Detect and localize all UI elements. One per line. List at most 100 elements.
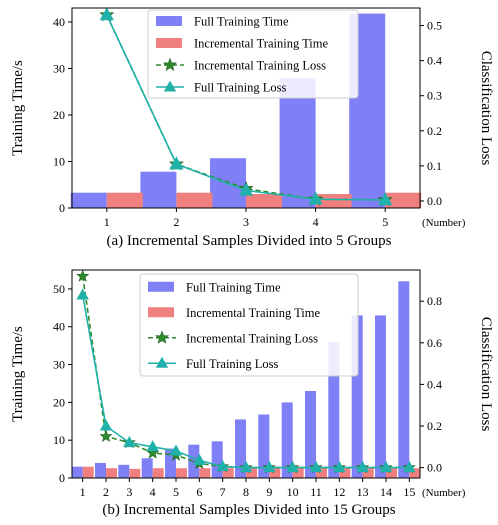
point [169, 156, 184, 170]
legend-entry: Full Training Loss [148, 356, 279, 371]
legend-label: Incremental Training Time [194, 37, 328, 51]
series-incremental-training-time-bars [82, 466, 421, 478]
y2-tick-label: 0.4 [427, 377, 442, 391]
y2-axis-label: Classification Loss [478, 317, 494, 432]
legend-swatch [148, 281, 174, 292]
chart-a: 0 10 20 30 40 0.0 0.1 0.2 0.3 0.4 0.5 1 2 3 4 5 (Number)… [10, 7, 494, 249]
point [99, 419, 113, 431]
legend-label: Incremental Training Loss [194, 59, 326, 73]
x-tick-label: 15 [403, 485, 415, 499]
legend-marker [155, 356, 169, 368]
point [216, 459, 229, 472]
point [403, 460, 416, 473]
y2-tick-label: 0.0 [427, 461, 442, 475]
bar [339, 468, 351, 478]
legend-entry: Incremental Training Loss [148, 330, 318, 345]
x-tick-label: 3 [243, 215, 249, 229]
legend-swatch [148, 307, 174, 318]
legend-box [147, 9, 359, 99]
x-tick-label: 4 [150, 485, 156, 499]
point [76, 269, 90, 282]
bar [71, 466, 83, 478]
legend-swatch [156, 38, 182, 48]
bar [258, 414, 270, 478]
y-tick-label: 50 [53, 282, 65, 296]
bar [211, 441, 223, 478]
legend-box [139, 273, 359, 377]
bar [316, 468, 327, 478]
bar [362, 468, 374, 478]
series-incremental-training-time-bars [106, 192, 422, 208]
y-tick-label: 30 [53, 61, 65, 75]
bar [140, 171, 177, 208]
bar [222, 468, 234, 478]
point [308, 191, 323, 205]
series-full-training-time-bars [70, 13, 386, 208]
bar [199, 468, 211, 478]
y-tick-label: 30 [53, 358, 65, 372]
bar [279, 77, 316, 208]
bar [385, 192, 422, 208]
y2-tick-label: 0.3 [427, 89, 442, 103]
bar [398, 281, 410, 478]
chart-caption: (b) Incremental Samples Divided into 15 … [102, 502, 395, 518]
y2-tick-label: 0.4 [427, 54, 442, 68]
legend-marker [163, 57, 177, 71]
bar [106, 468, 117, 478]
point [356, 460, 369, 473]
legend: Full Training Time Incremental Training T… [147, 9, 359, 99]
y-tick-label: 20 [53, 108, 65, 122]
x-unit-label: (Number) [422, 217, 466, 229]
bar [118, 464, 130, 478]
bar [129, 468, 141, 478]
x-tick-label: 3 [126, 485, 132, 499]
point [379, 460, 393, 473]
bar [315, 194, 352, 208]
y-tick-label: 40 [53, 320, 65, 334]
x-tick-label: 5 [173, 485, 179, 499]
point [263, 460, 276, 473]
x-tick-label: 14 [380, 485, 392, 499]
series-full-training-loss [99, 7, 393, 206]
bar [328, 341, 340, 478]
legend-entry: Full Training Time [148, 280, 281, 294]
point [309, 460, 323, 473]
point [76, 288, 89, 300]
legend-label: Full Training Loss [194, 81, 287, 95]
bar [375, 315, 386, 478]
chart-caption: (a) Incremental Samples Divided into 5 G… [107, 233, 392, 249]
bar [176, 192, 213, 208]
bar [106, 192, 143, 208]
bar [409, 468, 421, 478]
point [239, 460, 253, 473]
legend-label: Full Training Loss [186, 357, 279, 371]
legend-marker [155, 330, 169, 344]
point [99, 7, 114, 21]
x-tick-label: 13 [357, 485, 369, 499]
legend-entry: Full Training Time [156, 15, 289, 29]
x-tick-label: 1 [104, 215, 110, 229]
bar [351, 315, 363, 478]
bar [281, 402, 293, 478]
point [169, 444, 183, 456]
bar [386, 468, 397, 478]
point [378, 192, 393, 206]
bar [246, 194, 282, 208]
y2-tick-label: 0.1 [427, 159, 442, 173]
y2-tick-label: 0.2 [427, 419, 442, 433]
bar [269, 468, 281, 478]
legend-entry: Incremental Training Time [148, 306, 320, 320]
x-tick-label: 4 [313, 215, 319, 229]
legend-swatch [156, 16, 182, 26]
point [286, 460, 299, 473]
y-tick-label: 0 [59, 471, 65, 485]
bar [82, 466, 94, 478]
legend-label: Incremental Training Time [186, 306, 320, 320]
point [333, 460, 346, 473]
legend-entry: Incremental Training Time [156, 37, 328, 51]
y2-tick-label: 0.8 [427, 294, 442, 308]
y2-tick-label: 0.0 [427, 194, 442, 208]
bar [305, 391, 316, 478]
